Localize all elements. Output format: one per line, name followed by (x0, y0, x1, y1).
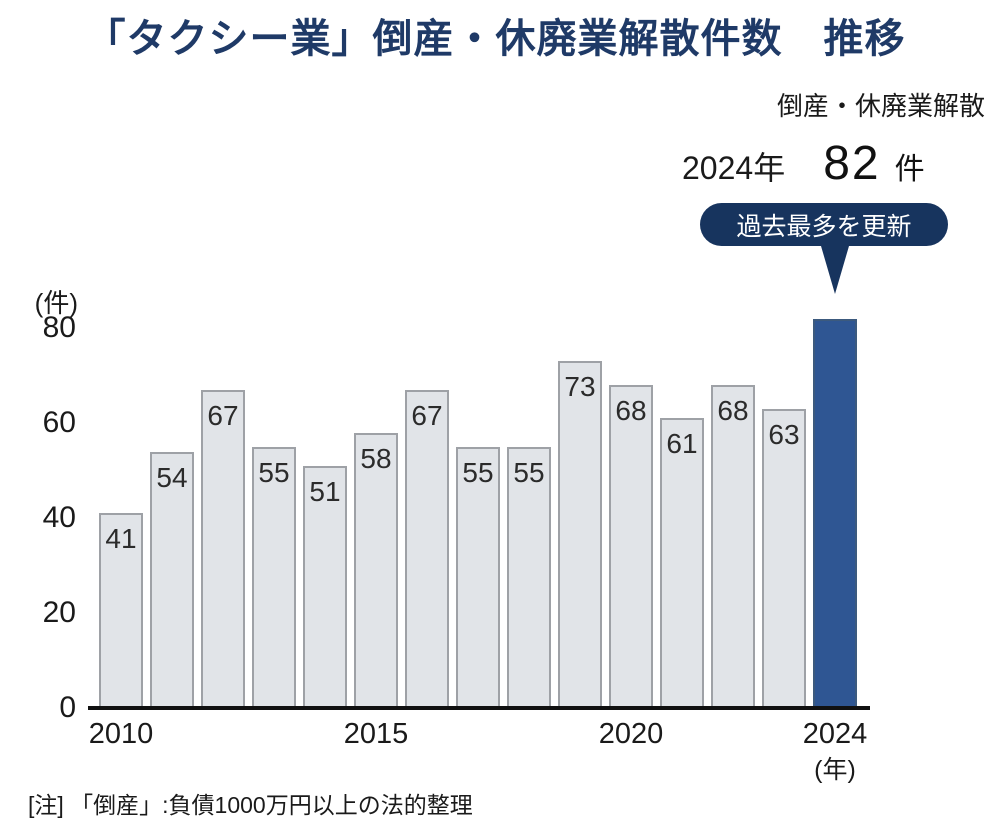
bar-2017: 55 (456, 446, 500, 708)
bar-2024 (813, 318, 857, 708)
x-tick-2010: 2010 (88, 718, 154, 750)
bar-2020: 68 (609, 385, 653, 708)
bar-value-label-2017: 55 (462, 456, 494, 488)
highlight-unit: 件 (894, 153, 925, 186)
bar-value-label-2020: 68 (615, 395, 647, 426)
bar-2011: 54 (150, 451, 194, 708)
x-axis-unit-label: (年) (814, 756, 856, 784)
footnote: [注] 「倒産」:負債1000万円以上の法的整理 (28, 792, 473, 818)
bar-value-label-2010: 41 (105, 523, 137, 555)
bar-2012: 67 (201, 389, 245, 708)
bar-2018: 55 (507, 446, 551, 708)
x-tick-2020: 2020 (598, 718, 664, 750)
y-tick-60: 60 (42, 406, 76, 439)
chart-title: 「タクシー業」倒産・休廃業解散件数 推移 (85, 17, 906, 61)
x-tick-2015: 2015 (343, 718, 409, 750)
highlight-stat: 2024年 82 件 (682, 136, 925, 191)
bar-value-label-2019: 73 (564, 371, 596, 403)
bar-2010: 41 (99, 513, 143, 708)
bar-2023: 63 (762, 408, 806, 708)
y-tick-0: 0 (59, 691, 76, 724)
bar-value-label-2015: 58 (360, 442, 392, 474)
bar-2013: 55 (252, 446, 296, 708)
bar-value-label-2021: 61 (666, 428, 698, 460)
bar-value-label-2018: 55 (513, 456, 545, 488)
bar-value-label-2011: 54 (156, 461, 188, 493)
highlight-value: 82 (823, 137, 881, 190)
y-axis-unit-label: (件) (34, 288, 78, 318)
bar-value-label-2022: 68 (717, 395, 749, 426)
record-high-badge: 過去最多を更新 (700, 203, 948, 246)
bar-value-label-2013: 55 (258, 456, 290, 488)
bar-value-label-2023: 63 (768, 418, 800, 450)
bar-2019: 73 (558, 361, 602, 708)
bar-2016: 67 (405, 389, 449, 708)
bar-2014: 51 (303, 465, 347, 708)
y-tick-40: 40 (42, 501, 76, 534)
highlight-year: 2024年 (682, 150, 786, 186)
y-tick-80: 80 (42, 311, 76, 344)
bar-value-label-2012: 67 (207, 399, 239, 431)
bar-2022: 68 (711, 385, 755, 708)
bar-value-label-2014: 51 (309, 475, 341, 507)
bar-2015: 58 (354, 432, 398, 708)
series-label: 倒産・休廃業解散 (776, 91, 985, 121)
bar-value-label-2016: 67 (411, 399, 443, 431)
bar-2021: 61 (660, 418, 704, 708)
y-tick-20: 20 (42, 596, 76, 629)
x-axis-line (88, 706, 870, 710)
badge-pointer-triangle (821, 246, 849, 294)
x-tick-2024: 2024 (802, 718, 868, 750)
